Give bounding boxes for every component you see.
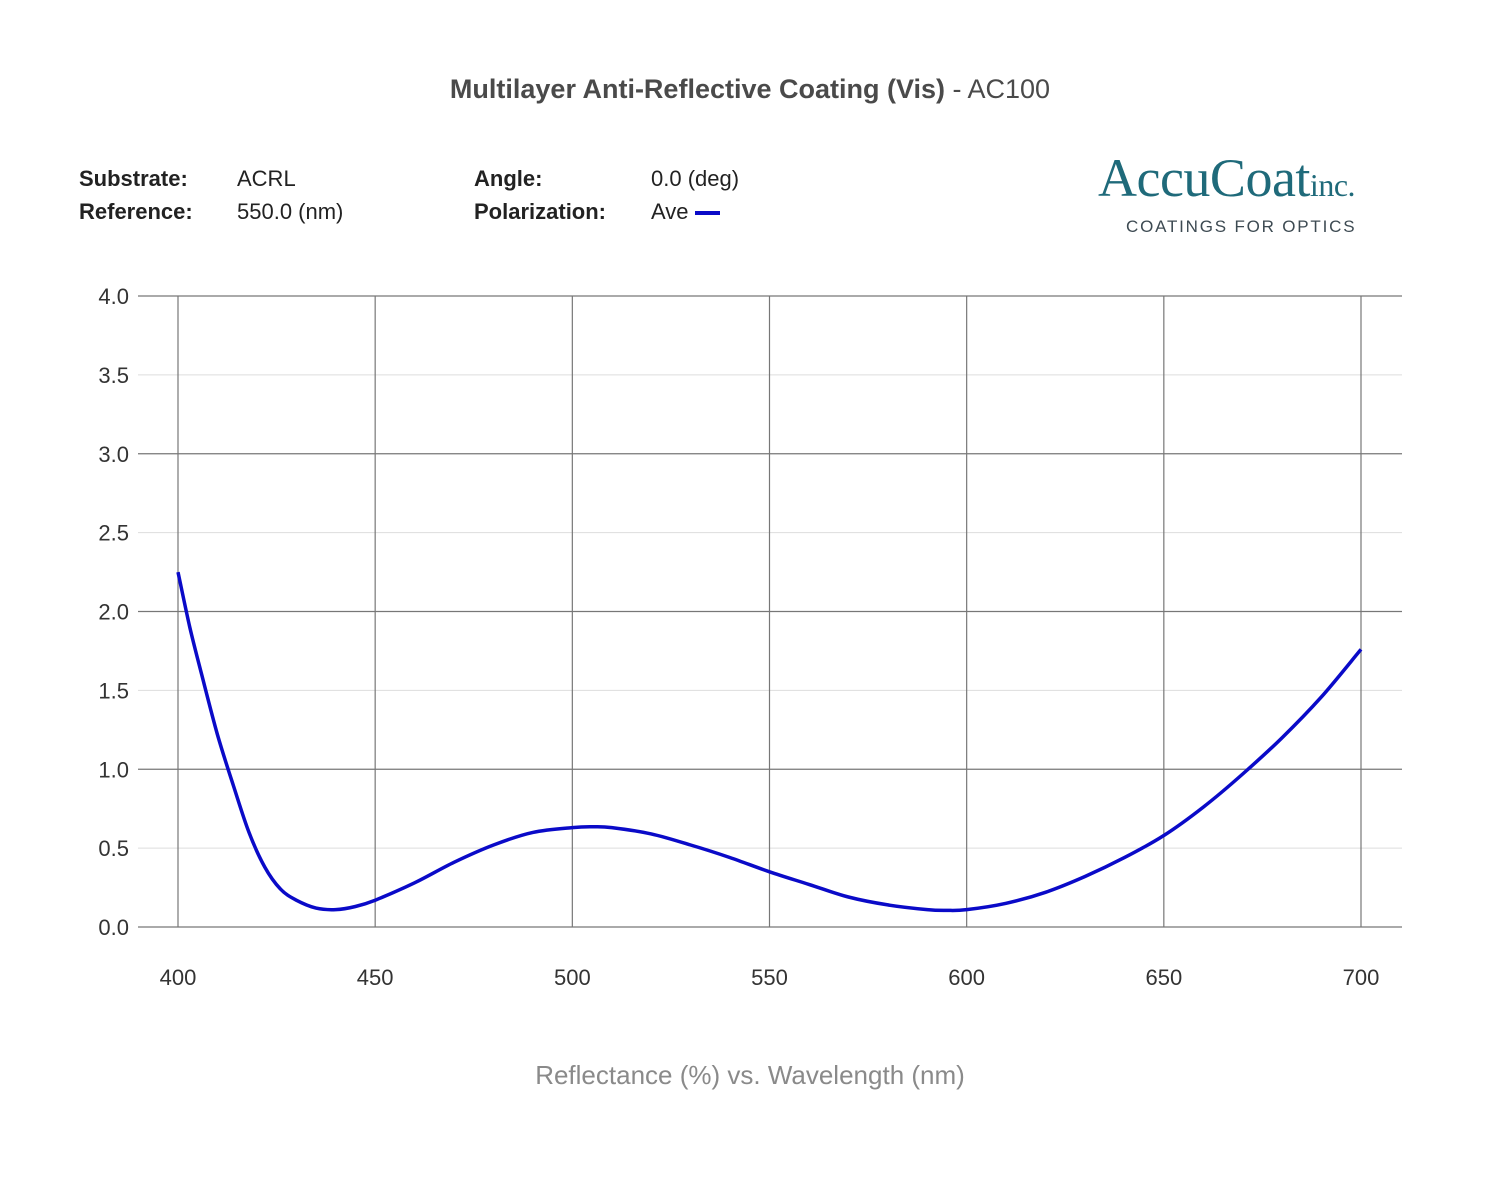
y-tick-label: 2.5 (98, 521, 129, 546)
polarization-label: Polarization: (474, 199, 607, 224)
y-tick-label: 3.0 (98, 442, 129, 467)
major-gridlines (138, 295, 1402, 928)
y-tick-label: 0.5 (98, 836, 129, 861)
y-tick-label: 3.5 (98, 363, 129, 388)
y-tick-label: 1.5 (98, 678, 129, 703)
logo-wordmark: AccuCoatinc. (1098, 148, 1398, 215)
substrate-row: Substrate: ACRL (79, 162, 343, 195)
polarization-row: Polarization: Ave (474, 195, 739, 228)
x-tick-label: 450 (357, 965, 394, 990)
logo-name: AccuCoat (1098, 148, 1310, 208)
x-tick-label: 650 (1145, 965, 1182, 990)
x-tick-label: 700 (1343, 965, 1380, 990)
substrate-value: ACRL (237, 166, 296, 191)
y-tick-label: 4.0 (98, 284, 129, 309)
info-left: Substrate: ACRL Reference: 550.0 (nm) (79, 162, 343, 228)
x-tick-label: 550 (751, 965, 788, 990)
x-tick-label: 400 (160, 965, 197, 990)
y-axis-ticks: 0.0 0.5 1.0 1.5 2.0 2.5 3.0 3.5 4.0 (98, 284, 129, 940)
x-axis-ticks: 400 450 500 550 600 650 700 (160, 965, 1380, 990)
logo-inc: inc. (1309, 167, 1356, 203)
x-axis-caption: Reflectance (%) vs. Wavelength (nm) (535, 1060, 965, 1090)
chart-title-bold: Multilayer Anti-Reflective Coating (Vis) (449, 74, 946, 104)
y-tick-label: 0.0 (98, 915, 129, 940)
substrate-label: Substrate: (79, 166, 188, 191)
x-tick-label: 600 (948, 965, 985, 990)
x-tick-label: 500 (554, 965, 591, 990)
chart-title: Multilayer Anti-Reflective Coating (Vis)… (0, 74, 1500, 105)
accucoat-logo: AccuCoatinc. COATINGS FOR OPTICS (1098, 148, 1398, 237)
reference-row: Reference: 550.0 (nm) (79, 195, 343, 228)
series-group (176, 571, 1363, 913)
y-tick-label: 2.0 (98, 600, 129, 625)
logo-tagline: COATINGS FOR OPTICS (1126, 217, 1357, 236)
y-tick-label: 1.0 (98, 757, 129, 782)
reference-value: 550.0 (nm) (237, 199, 344, 224)
series-line-ave (176, 571, 1363, 913)
angle-value: 0.0 (deg) (651, 166, 740, 191)
angle-label: Angle: (474, 166, 543, 191)
reference-label: Reference: (79, 199, 193, 224)
chart-title-model: - AC100 (945, 74, 1051, 104)
polarization-value: Ave (651, 199, 689, 224)
angle-row: Angle: 0.0 (deg) (474, 162, 739, 195)
info-right: Angle: 0.0 (deg) Polarization: Ave (474, 162, 739, 228)
legend-line-swatch (694, 211, 720, 216)
